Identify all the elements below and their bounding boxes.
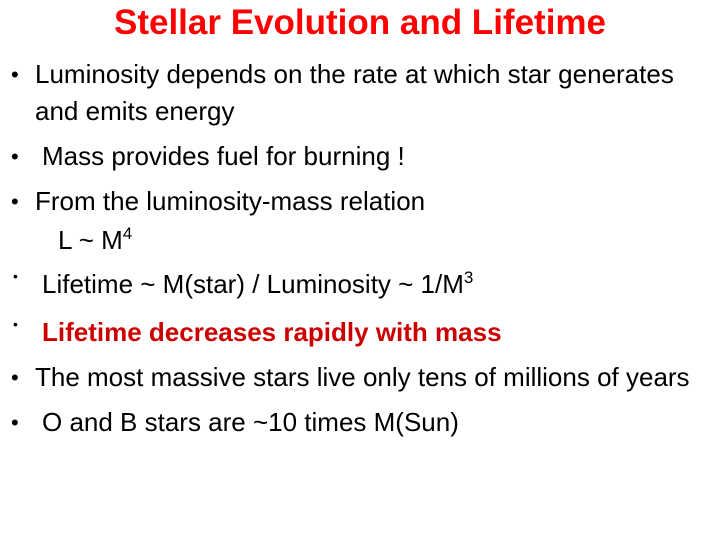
bullet-text: Luminosity depends on the rate at which … (35, 59, 674, 126)
bullet-text: Lifetime decreases rapidly with mass (42, 317, 502, 347)
title: Stellar Evolution and Lifetime (113, 3, 607, 42)
bullet-text: From the luminosity-mass relation (35, 186, 426, 216)
bullet: • Mass provides fuel for burning ! (11, 141, 405, 171)
superscript: 4 (122, 224, 133, 243)
bullet-text: Mass provides fuel for burning ! (42, 141, 405, 171)
formula-text: L ~ M (58, 225, 123, 255)
bullet-text: O and B stars are ~10 times M(Sun) (42, 407, 459, 437)
bullet-text: Lifetime ~ M(star) / Luminosity ~ 1/M (42, 269, 464, 299)
formula: L ~ M4 (0, 222, 690, 262)
bullet-text: The most massive stars live only tens of… (35, 362, 690, 392)
bullet: • From the luminosity-mass relation (11, 186, 426, 216)
bullet: • O and B stars are ~10 times M(Sun) (11, 407, 459, 437)
bullet: • The most massive stars live only tens o… (11, 362, 690, 392)
bullet: • Lifetime decreases rapidly with mass (13, 316, 502, 347)
bullet-list: • Luminosity depends on the rate at which… (0, 56, 690, 449)
superscript: 3 (463, 268, 474, 287)
bullet: • Lifetime ~ M(star) / Luminosity ~ 1/M3 (13, 268, 474, 299)
bullet: • Luminosity depends on the rate at which… (11, 59, 674, 126)
